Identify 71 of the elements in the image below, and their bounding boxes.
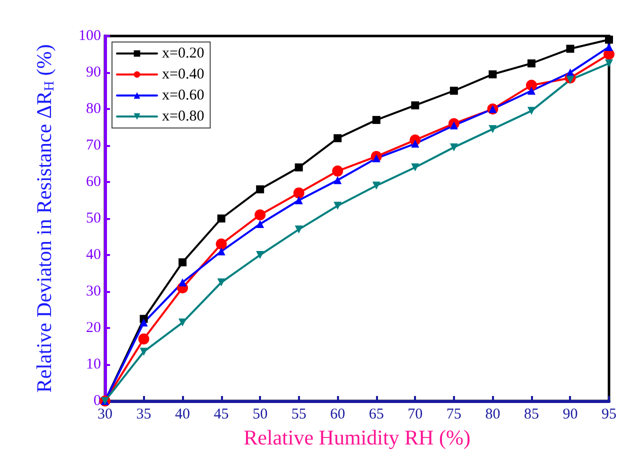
point — [488, 125, 497, 134]
point — [216, 238, 227, 250]
x-tick-label: 70 — [408, 406, 423, 422]
y-tick-label: 50 — [86, 210, 101, 226]
point — [294, 163, 303, 172]
point — [332, 166, 344, 177]
y-tick-label: 60 — [86, 174, 101, 190]
x-tick-label: 50 — [252, 406, 268, 422]
point — [411, 140, 420, 148]
point — [256, 185, 264, 194]
point — [334, 202, 342, 210]
x-tick-label: 95 — [602, 406, 616, 422]
y-tick-label: 90 — [86, 64, 101, 80]
point — [254, 209, 266, 220]
y-tick-label: 20 — [86, 320, 101, 336]
point — [372, 154, 380, 162]
point — [411, 101, 420, 110]
x-tick-label: 85 — [524, 406, 539, 422]
x-tick-label: 55 — [291, 406, 306, 422]
point — [566, 44, 574, 53]
x-tick-label: 45 — [214, 406, 229, 422]
legend-label: x=0.80 — [162, 108, 204, 124]
point — [217, 247, 226, 256]
point — [527, 59, 536, 68]
point — [138, 333, 150, 344]
point — [527, 86, 536, 95]
point — [256, 220, 264, 228]
point — [527, 106, 536, 115]
x-tick-label: 75 — [446, 406, 462, 422]
x-tick-label: 90 — [562, 406, 578, 422]
point — [488, 70, 497, 78]
point — [372, 182, 380, 190]
point — [450, 86, 458, 95]
x-tick-label: 35 — [136, 406, 152, 422]
y-axis-title: Relative Deviaton in Resistance ΔRH (%) — [32, 44, 58, 393]
point — [217, 214, 226, 222]
x-tick-label: 60 — [330, 406, 346, 422]
point — [566, 76, 574, 84]
point — [256, 251, 264, 259]
legend-label: x=0.40 — [162, 66, 204, 82]
x-tick-label: 30 — [98, 406, 112, 422]
point — [217, 278, 226, 286]
point — [450, 121, 458, 130]
point — [294, 225, 303, 234]
point — [526, 80, 537, 91]
y-tick-label: 40 — [86, 247, 101, 263]
point — [605, 59, 613, 68]
point — [411, 163, 420, 172]
point — [293, 187, 304, 198]
point — [605, 36, 613, 44]
point — [450, 143, 458, 152]
point — [294, 196, 303, 204]
y-tick-label: 10 — [86, 356, 101, 372]
x-tick-label: 65 — [368, 406, 384, 422]
y-tick-label: 100 — [78, 28, 101, 44]
x-axis-title: Relative Humidity RH (%) — [244, 425, 470, 450]
point — [140, 318, 148, 327]
legend-label: x=0.60 — [162, 88, 204, 104]
point — [605, 42, 613, 51]
point — [178, 278, 187, 286]
point — [334, 134, 342, 142]
point — [140, 348, 148, 356]
y-tick-label: 70 — [86, 138, 101, 154]
y-tick-label: 80 — [86, 101, 101, 117]
legend-label: x=0.20 — [162, 46, 204, 62]
y-tick-label: 30 — [86, 284, 101, 300]
x-tick-label: 40 — [175, 406, 190, 422]
point — [334, 176, 342, 184]
x-tick-label: 80 — [485, 406, 500, 422]
point — [372, 116, 380, 124]
point — [178, 258, 187, 266]
